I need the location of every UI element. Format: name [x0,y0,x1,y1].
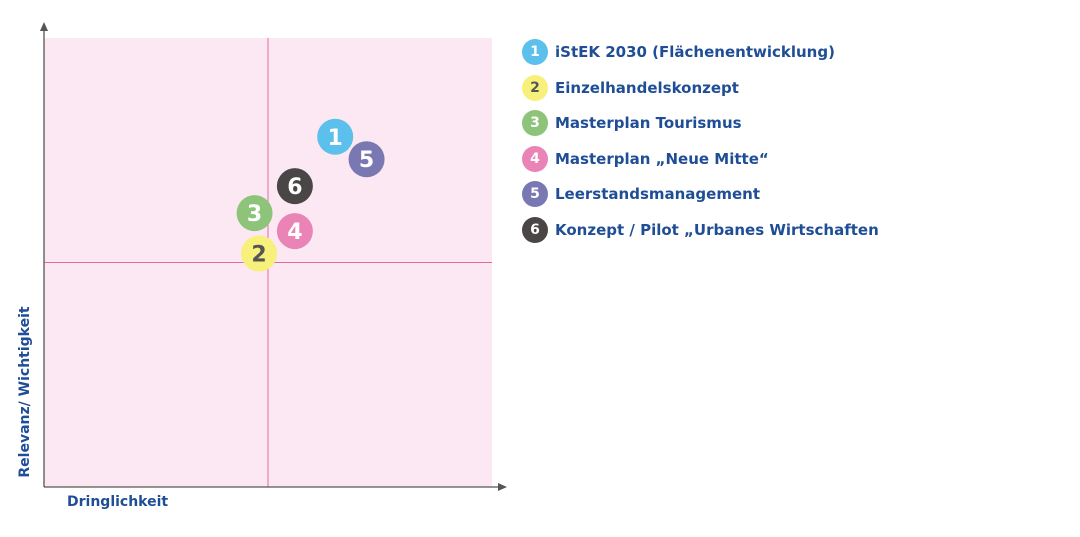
legend-label-3: Masterplan Tourismus [555,114,742,133]
data-point-2 [241,235,278,272]
x-axis-label: Dringlichkeit [67,494,169,510]
x-axis-arrow [498,483,507,491]
data-point-label-4: 4 [287,220,302,245]
legend-item-5: 5 Leerstandsmanagement [522,181,879,208]
y-axis-arrow [40,22,48,31]
data-point-label-2: 2 [251,243,266,268]
data-point-6 [276,168,313,205]
legend-item-3: 3 Masterplan Tourismus [522,110,879,137]
legend: 1 iStEK 2030 (Flächenentwicklung) 2 Einzelh… [522,39,879,253]
data-points: 1 2 34 5 6 [236,118,385,272]
legend-marker-6: 6 [522,216,548,243]
legend-item-6: 6 Konzept / Pilot „Urbanes Wirtschaften [522,216,879,243]
data-point-label-5: 5 [359,148,374,173]
legend-marker-5: 5 [522,181,548,208]
legend-label-2: Einzelhandelskonzept [555,78,739,97]
data-point-1 [317,118,354,155]
legend-item-2: 2 Einzelhandelskonzept [522,74,879,101]
legend-marker-3: 3 [522,110,548,137]
data-point-label-1: 1 [328,126,343,151]
legend-label-5: Leerstandsmanagement [555,185,760,204]
legend-marker-2: 2 [522,74,548,101]
data-point-label-6: 6 [287,175,302,200]
legend-item-4: 4 Masterplan „Neue Mitte“ [522,145,879,172]
legend-marker-1: 1 [522,39,548,65]
legend-label-1: iStEK 2030 (Flächenentwicklung) [555,43,835,61]
data-point-4 [276,213,313,250]
data-point-5 [348,141,385,178]
y-axis-label: Relevanz/ Wichtigkeit [17,306,33,478]
legend-label-4: Masterplan „Neue Mitte“ [555,149,769,168]
legend-item-1: 1 iStEK 2030 (Flächenentwicklung) [522,39,879,65]
data-point-3 [236,195,273,232]
legend-label-6: Konzept / Pilot „Urbanes Wirtschaften [555,220,879,239]
legend-marker-4: 4 [522,145,548,172]
data-point-label-3: 3 [247,202,262,227]
